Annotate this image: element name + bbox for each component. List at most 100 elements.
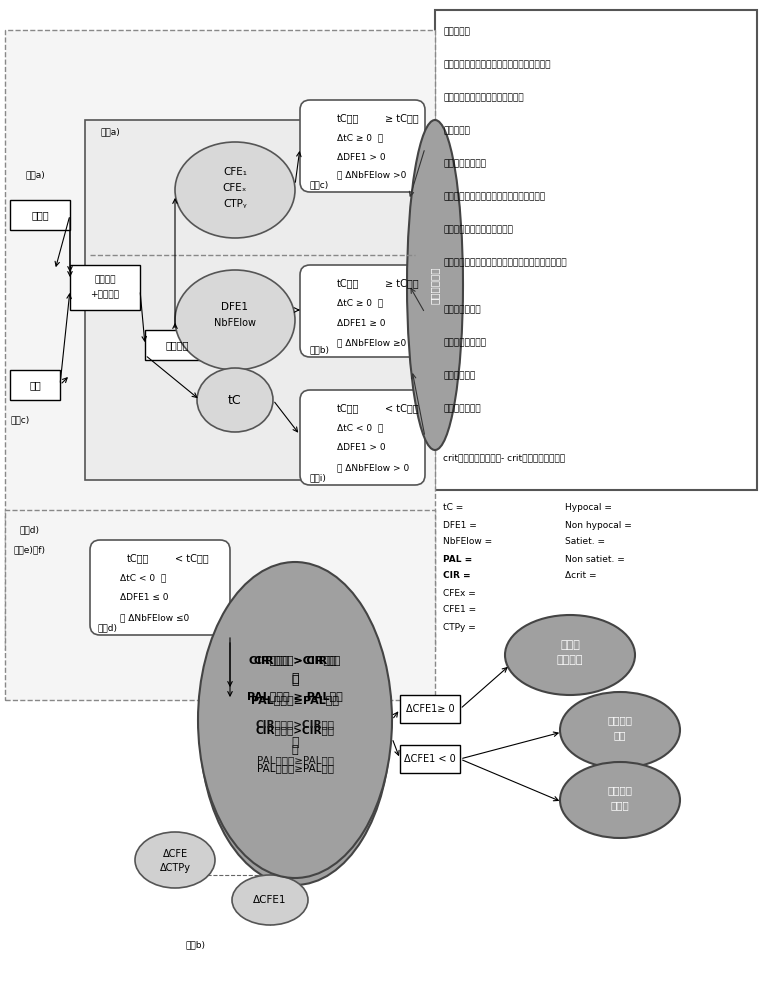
Bar [5, 30, 435, 650]
Text: 在整个喂养试验中每个规律的时间段的累积热量消耗: 在整个喂养试验中每个规律的时间段的累积热量消耗 [443, 258, 567, 267]
Text: 低热量且: 低热量且 [607, 715, 633, 725]
Text: 饱腹宠物食品: 饱腹宠物食品 [443, 371, 475, 380]
Text: NbFElow =: NbFElow = [443, 538, 492, 546]
Text: PAL候选物≥PAL对照: PAL候选物≥PAL对照 [251, 695, 339, 705]
Bar [400, 695, 460, 723]
Bar [145, 330, 210, 360]
Text: 非低热量: 非低热量 [557, 655, 583, 665]
Text: < tC对照: < tC对照 [385, 403, 419, 413]
Text: 或 ΔNbFElow >0: 或 ΔNbFElow >0 [337, 170, 407, 180]
Ellipse shape [560, 762, 680, 838]
Text: +采集数据: +采集数据 [90, 290, 119, 300]
Text: 步骤a): 步骤a) [100, 127, 119, 136]
Text: ΔCTPy: ΔCTPy [159, 863, 191, 873]
Ellipse shape [560, 692, 680, 768]
Ellipse shape [175, 142, 295, 238]
Text: CFEₓ: CFEₓ [223, 183, 247, 193]
Text: 不选择候选物: 不选择候选物 [430, 266, 440, 304]
Text: 且: 且 [291, 736, 299, 748]
Text: ΔCFE: ΔCFE [162, 849, 188, 859]
FancyBboxPatch shape [300, 265, 425, 357]
Text: 或 ΔNbFElow > 0: 或 ΔNbFElow > 0 [337, 464, 409, 473]
Text: 非饱腹: 非饱腹 [611, 800, 630, 810]
FancyBboxPatch shape [300, 390, 425, 485]
Text: ΔtC < 0  且: ΔtC < 0 且 [337, 424, 383, 432]
Text: 饱腹且: 饱腹且 [560, 640, 580, 650]
Text: CIR候选物>CIR对照: CIR候选物>CIR对照 [254, 655, 337, 665]
Text: tC候选: tC候选 [337, 278, 359, 288]
Text: DFE1 =: DFE1 = [443, 520, 476, 530]
Text: tC =: tC = [443, 504, 463, 512]
Ellipse shape [175, 270, 295, 370]
Text: 总热量消耗: 总热量消耗 [443, 27, 470, 36]
Text: 低消耗或无消耗的喂养事件的数量: 低消耗或无消耗的喂养事件的数量 [443, 94, 524, 103]
Text: 步骤i): 步骤i) [310, 474, 327, 483]
Text: ΔDFE1 ≤ 0: ΔDFE1 ≤ 0 [120, 593, 169, 602]
Text: 喂养试验开始与第一喂养事件之间的持续时间: 喂养试验开始与第一喂养事件之间的持续时间 [443, 60, 551, 70]
Bar [85, 120, 415, 480]
Text: 计算标准: 计算标准 [165, 340, 188, 350]
Ellipse shape [198, 562, 392, 878]
Text: tC候选: tC候选 [337, 403, 359, 413]
Text: Non hypocal =: Non hypocal = [565, 520, 632, 530]
Text: 候选物: 候选物 [31, 210, 49, 220]
Text: ΔCFE1≥ 0: ΔCFE1≥ 0 [406, 704, 454, 714]
Text: CIR候选物>CIR对照: CIR候选物>CIR对照 [256, 725, 335, 735]
Text: 非饱腹宠物食品: 非饱腹宠物食品 [443, 404, 480, 414]
Text: crit（候选宠物食品）- crit（对照宠物食品）: crit（候选宠物食品）- crit（对照宠物食品） [443, 454, 565, 462]
Text: CTPy =: CTPy = [443, 622, 476, 632]
Text: 步骤c): 步骤c) [310, 180, 329, 190]
Text: ≥ tC对照: ≥ tC对照 [385, 278, 419, 288]
Text: 且 ΔNbFElow ≥0: 且 ΔNbFElow ≥0 [337, 338, 406, 348]
Text: Non satiet. =: Non satiet. = [565, 554, 625, 564]
Text: 步骤d): 步骤d) [98, 624, 118, 633]
Text: DFE1: DFE1 [221, 302, 248, 312]
Text: 且 ΔNbFElow ≤0: 且 ΔNbFElow ≤0 [120, 613, 189, 622]
Text: Satiet. =: Satiet. = [565, 538, 605, 546]
Text: CFE₁: CFE₁ [223, 167, 247, 177]
Text: ΔtC < 0  且: ΔtC < 0 且 [120, 574, 166, 582]
Bar [10, 370, 60, 400]
Bar [10, 200, 70, 230]
Text: 对照: 对照 [29, 380, 41, 390]
Text: 在整个喂养试验中每个喂养事件的热量消耗: 在整个喂养试验中每个喂养事件的热量消耗 [443, 192, 545, 202]
Ellipse shape [407, 120, 463, 450]
Ellipse shape [135, 832, 215, 888]
Text: tC: tC [228, 393, 242, 406]
FancyBboxPatch shape [300, 100, 425, 192]
Text: 低热量且: 低热量且 [607, 785, 633, 795]
Text: CIR候选物>CIR对照: CIR候选物>CIR对照 [256, 719, 335, 729]
Text: 在第一喂养事件中的热量消耗: 在第一喂养事件中的热量消耗 [443, 226, 513, 234]
FancyBboxPatch shape [90, 540, 230, 635]
Text: PAL候选物≥PAL对照: PAL候选物≥PAL对照 [257, 763, 333, 773]
Text: ΔDFE1 > 0: ΔDFE1 > 0 [337, 444, 385, 452]
Text: ΔtC ≥ 0  且: ΔtC ≥ 0 且 [337, 133, 383, 142]
Text: 且: 且 [292, 745, 298, 755]
Ellipse shape [232, 875, 308, 925]
Text: 步骤b): 步骤b) [185, 940, 205, 950]
Text: < tC对照: < tC对照 [175, 553, 208, 563]
Ellipse shape [200, 575, 390, 885]
Text: 步骤e)和f): 步骤e)和f) [14, 546, 46, 554]
Text: ΔDFE1 ≥ 0: ΔDFE1 ≥ 0 [337, 318, 385, 328]
Text: ≥ tC对照: ≥ tC对照 [385, 113, 419, 123]
Ellipse shape [197, 368, 273, 432]
Text: PAL候选物≥PAL对照: PAL候选物≥PAL对照 [257, 755, 333, 765]
Text: tC候选: tC候选 [337, 113, 359, 123]
Text: tC候选: tC候选 [127, 553, 149, 563]
Text: CFEx =: CFEx = [443, 588, 476, 597]
Text: 一元测试: 一元测试 [94, 275, 116, 284]
Bar [5, 510, 435, 700]
Text: 饱腹: 饱腹 [614, 730, 627, 740]
Text: PAL候选物 ≥ PAL对照: PAL候选物 ≥ PAL对照 [247, 691, 343, 701]
Text: 且: 且 [291, 672, 299, 684]
Text: CIR候选物 > CIR对照: CIR候选物 > CIR对照 [249, 655, 341, 665]
Ellipse shape [505, 615, 635, 695]
Text: ΔCFE1: ΔCFE1 [254, 895, 286, 905]
Text: CFE1 =: CFE1 = [443, 605, 476, 614]
Bar [400, 745, 460, 773]
Text: Hypocal =: Hypocal = [565, 504, 612, 512]
Text: ΔDFE1 > 0: ΔDFE1 > 0 [337, 153, 385, 162]
Text: PAL =: PAL = [443, 554, 473, 564]
Text: ΔtC ≥ 0  且: ΔtC ≥ 0 且 [337, 298, 383, 308]
